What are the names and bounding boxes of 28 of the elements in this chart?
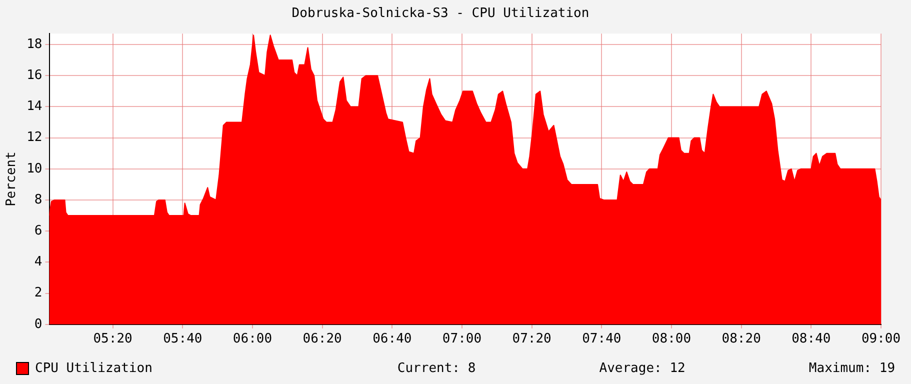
- text: Current: 8: [396, 360, 476, 376]
- y-tick-label: 8: [34, 192, 42, 208]
- y-tick-label: 4: [34, 254, 42, 270]
- text: Maximum: 19: [808, 360, 896, 376]
- y-tick-label: 18: [26, 36, 42, 52]
- x-tick-label: 06:40: [372, 332, 412, 347]
- x-tick-label: 05:40: [163, 332, 202, 347]
- x-tick-label: 07:40: [582, 332, 622, 347]
- y-tick-label: 12: [26, 130, 42, 146]
- x-tick-label: 08:20: [722, 332, 761, 347]
- y-tick-label: 16: [26, 68, 42, 83]
- x-tick-label: 09:00: [861, 332, 901, 347]
- y-tick-label: 2: [34, 286, 42, 301]
- text: Average: 12: [598, 360, 686, 376]
- x-tick-label: 07:00: [442, 332, 482, 347]
- y-tick-label: 14: [26, 99, 42, 114]
- y-tick-label: 10: [26, 161, 42, 176]
- y-tick-label: 6: [34, 223, 42, 238]
- x-tick-label: 08:00: [652, 332, 692, 347]
- x-tick-label: 08:40: [792, 332, 831, 347]
- y-axis-title: Percent: [4, 152, 20, 206]
- y-tick-label: 0: [34, 316, 42, 332]
- x-tick-label: 05:20: [93, 332, 132, 347]
- x-tick-label: 06:20: [302, 332, 342, 347]
- text: CPU Utilization: [35, 360, 152, 376]
- x-tick-label: 07:20: [512, 332, 552, 347]
- chart-title: Dobruska-Solnicka-S3 - CPU Utilization: [292, 6, 590, 22]
- x-tick-label: 06:00: [232, 332, 272, 347]
